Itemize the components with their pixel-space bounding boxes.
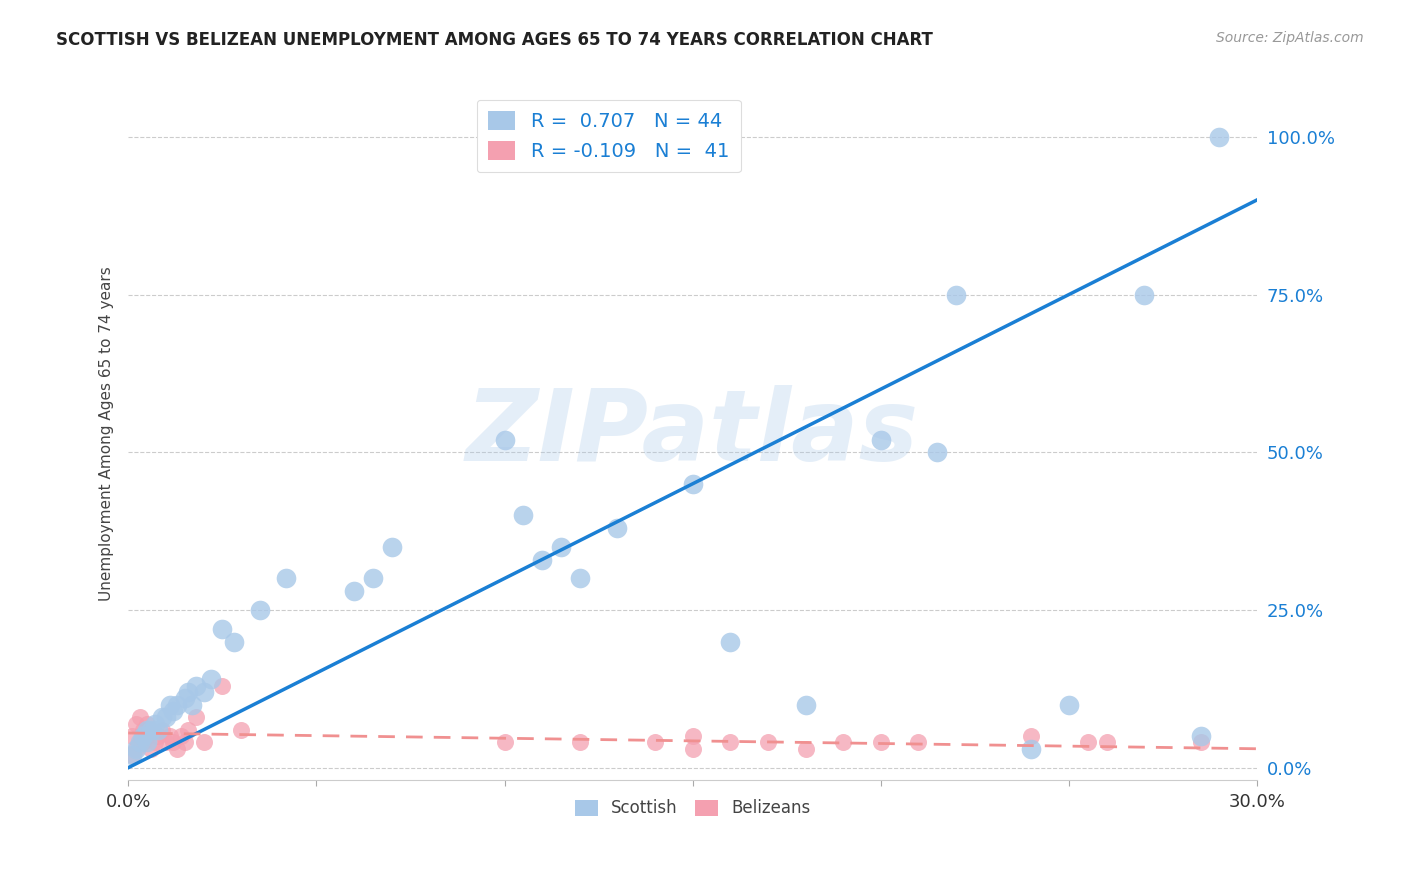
Point [1189,729,1212,743]
Point [143,735,166,749]
Point [128,710,150,724]
Point [756,735,779,749]
Point [125,741,148,756]
Point [184,679,207,693]
Point [136,716,159,731]
Point [381,540,404,554]
Point [170,729,193,743]
Point [211,622,233,636]
Point [211,679,233,693]
Point [531,552,554,566]
Point [1057,698,1080,712]
Point [718,735,741,749]
Point [718,634,741,648]
Point [794,741,817,756]
Point [276,571,298,585]
Point [794,698,817,712]
Point [907,735,929,749]
Text: ZIPatlas: ZIPatlas [465,384,920,482]
Point [177,723,200,737]
Point [159,698,181,712]
Point [682,476,704,491]
Point [249,603,271,617]
Point [132,729,155,743]
Point [343,584,366,599]
Point [568,735,591,749]
Point [166,698,188,712]
Point [155,735,177,749]
Point [869,433,891,447]
Point [1095,735,1118,749]
Point [184,710,207,724]
Point [128,735,150,749]
Point [832,735,855,749]
Point [229,723,252,737]
Point [166,741,188,756]
Point [1189,735,1212,749]
Point [512,508,534,523]
Point [159,729,181,743]
Point [121,747,143,762]
Point [494,433,516,447]
Point [132,735,155,749]
Point [177,685,200,699]
Point [136,735,159,749]
Point [173,735,195,749]
Point [945,287,967,301]
Text: SCOTTISH VS BELIZEAN UNEMPLOYMENT AMONG AGES 65 TO 74 YEARS CORRELATION CHART: SCOTTISH VS BELIZEAN UNEMPLOYMENT AMONG … [56,31,934,49]
Point [869,735,891,749]
Point [125,741,148,756]
Point [181,698,204,712]
Legend: Scottish, Belizeans: Scottish, Belizeans [568,793,817,824]
Point [121,729,143,743]
Point [136,723,159,737]
Point [193,685,215,699]
Point [150,710,173,724]
Point [682,729,704,743]
Point [162,735,184,749]
Point [155,710,177,724]
Point [139,741,162,756]
Point [193,735,215,749]
Point [132,723,155,737]
Point [682,741,704,756]
Point [927,445,949,459]
Point [162,704,184,718]
Point [222,634,245,648]
Point [606,521,628,535]
Point [1019,729,1042,743]
Point [148,729,170,743]
Point [128,735,150,749]
Y-axis label: Unemployment Among Ages 65 to 74 years: Unemployment Among Ages 65 to 74 years [100,266,114,600]
Point [1077,735,1099,749]
Point [1133,287,1156,301]
Point [644,735,666,749]
Point [173,691,195,706]
Point [550,540,572,554]
Point [136,729,159,743]
Point [125,716,148,731]
Point [139,723,162,737]
Point [143,716,166,731]
Point [568,571,591,585]
Point [121,747,143,762]
Point [150,723,173,737]
Text: Source: ZipAtlas.com: Source: ZipAtlas.com [1216,31,1364,45]
Point [1208,129,1230,144]
Point [494,735,516,749]
Point [361,571,384,585]
Point [200,673,222,687]
Point [148,723,170,737]
Point [1019,741,1042,756]
Point [139,723,162,737]
